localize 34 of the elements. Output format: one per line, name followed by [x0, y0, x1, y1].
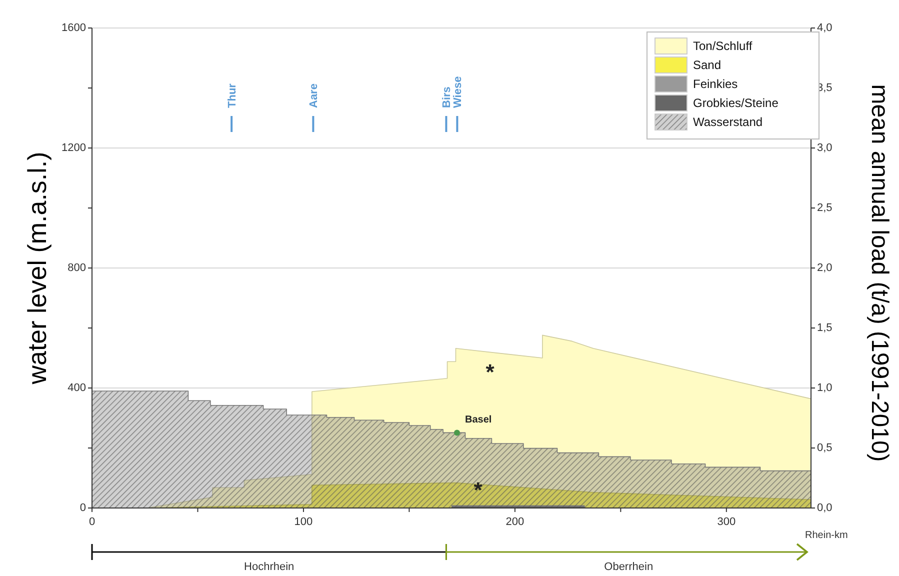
annotation: * — [474, 478, 483, 502]
legend-label: Wasserstand — [693, 115, 763, 129]
annotation: Basel — [465, 414, 492, 426]
y-axis-title: water level (m.a.s.l.) — [22, 152, 52, 386]
y2-tick-label: 4,0 — [817, 22, 832, 34]
y2-tick-label: 2,0 — [817, 262, 832, 274]
y2-tick-label: 1,5 — [817, 322, 832, 334]
annotation: * — [486, 360, 495, 384]
legend-label: Feinkies — [693, 77, 738, 91]
y-tick-label: 1200 — [62, 142, 86, 154]
y-tick-label: 1600 — [62, 22, 86, 34]
ref-line-label: Thur — [226, 82, 239, 108]
ref-line-label: Aare — [308, 84, 320, 108]
ref-line-label: Birs — [441, 86, 454, 108]
y2-tick-label: 0,5 — [817, 442, 832, 454]
y2-tick-label: 1,0 — [817, 382, 832, 394]
y-tick-label: 0 — [80, 502, 86, 514]
y-tick-label: 400 — [68, 382, 86, 394]
legend-label: Grobkies/Steine — [693, 96, 779, 110]
y2-tick-label: 2,5 — [817, 202, 832, 214]
x-tick-label: 0 — [88, 516, 96, 528]
text: Oberrhein — [604, 561, 654, 573]
legend-label: Ton/Schluff — [693, 39, 753, 53]
text: Hochrhein — [244, 561, 294, 573]
x-tick-label: 100 — [294, 516, 313, 528]
y2-tick-label: 0,0 — [817, 502, 832, 514]
x-axis-title: Rhein-km — [805, 530, 848, 541]
ref-line-label: Wiese — [452, 76, 464, 108]
y-tick-label: 800 — [68, 262, 86, 274]
y2-tick-label: 3,0 — [817, 142, 832, 154]
legend-label: Sand — [693, 58, 722, 72]
x-tick-label: 200 — [506, 516, 524, 528]
y2-axis-title: mean annual load (t/a) (1991-2010) — [866, 84, 893, 462]
x-tick-label: 300 — [717, 516, 736, 528]
